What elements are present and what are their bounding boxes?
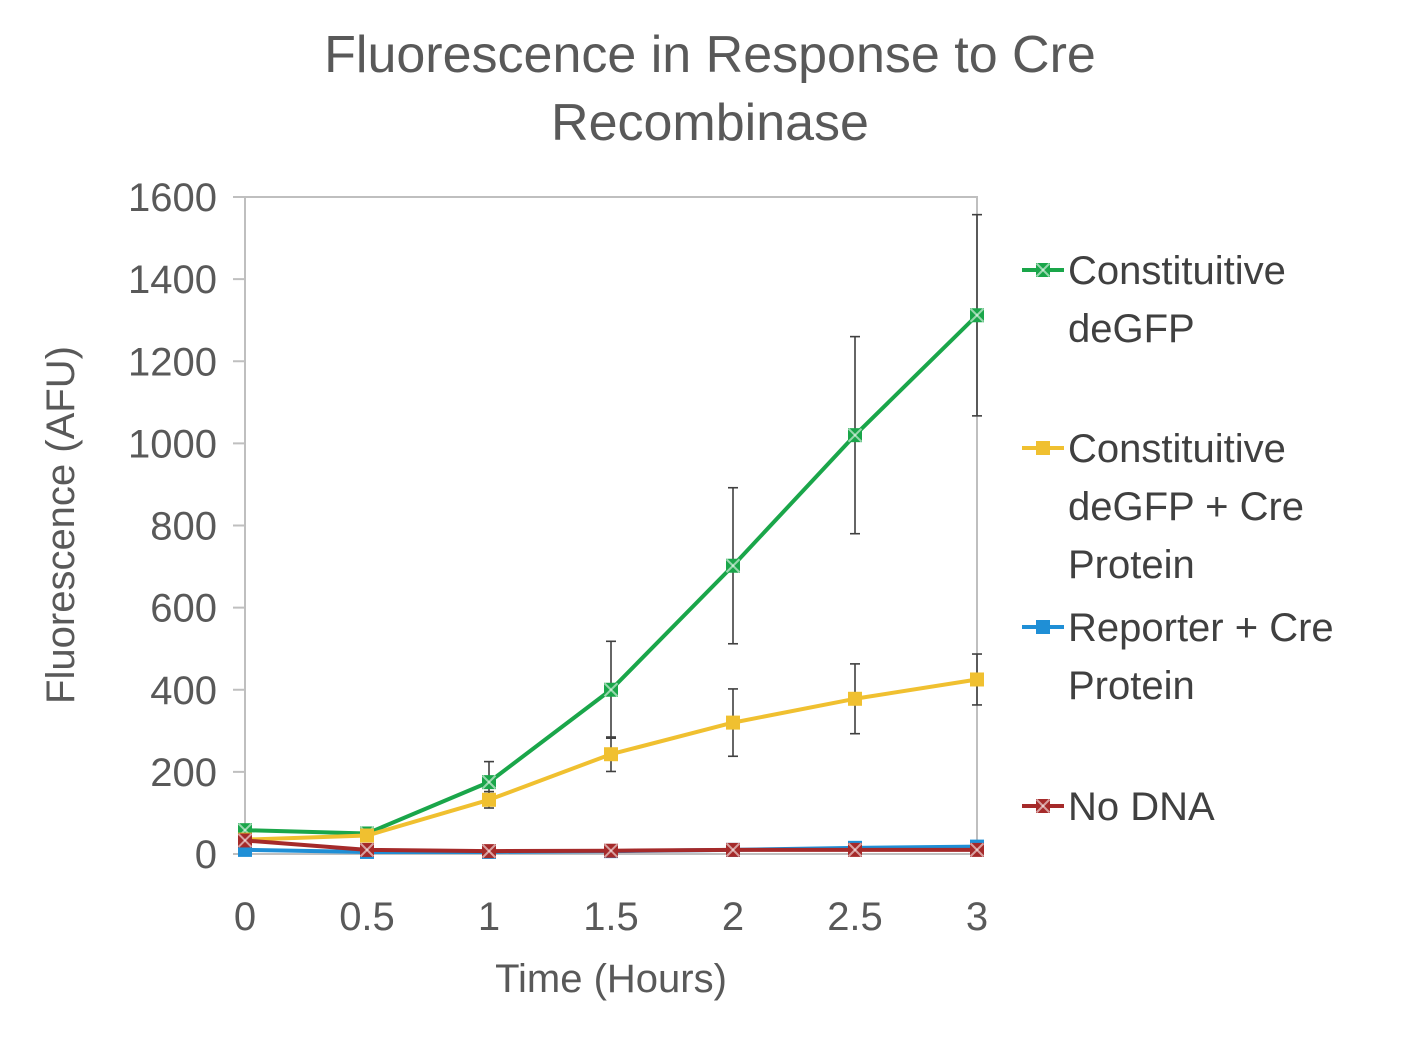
y-tick-label: 1200 [128,340,217,384]
y-tick-label: 0 [195,833,217,877]
data-point-series-3-cross [603,843,619,858]
legend-label-0: Constituitive [1068,249,1286,293]
legend-swatch-marker-1 [1036,441,1050,455]
data-point-series-0-cross [481,774,497,790]
y-tick-label: 1400 [128,258,217,302]
y-tick-label: 1000 [128,422,217,466]
data-point-series-3-cross [969,842,985,858]
legend-label-3: No DNA [1068,785,1215,829]
data-point-series-0-cross [725,558,741,573]
data-point-series-3-cross [847,842,863,858]
data-point-series-0-cross [847,427,863,443]
y-tick-label: 800 [150,505,217,549]
series-markers [237,308,985,859]
x-tick-label: 2 [722,895,744,939]
y-axis-ticks: 0 200 400 600 800 1000 1200 1400 1600 [128,176,245,877]
legend-label-1: Protein [1068,543,1195,587]
data-point-series-1 [360,828,374,843]
legend-label-0: deGFP [1068,307,1195,351]
y-axis-title: Fluorescence (AFU) [39,346,83,704]
legend-swatch-marker-3-cross [1035,798,1051,814]
data-point-series-1 [726,715,740,730]
x-tick-label: 1 [478,895,500,939]
y-tick-label: 400 [150,669,217,713]
legend-swatch-marker-0-cross [1035,262,1051,278]
chart-title-line-2: Recombinase [551,94,869,152]
data-point-series-1 [848,691,862,706]
y-tick-label: 600 [150,587,217,631]
legend-label-1: Constituitive [1068,427,1286,471]
x-tick-label: 0 [234,895,256,939]
legend-label-2: Reporter + Cre [1068,606,1334,650]
data-point-series-1 [482,792,496,807]
legend-label-2: Protein [1068,664,1195,708]
x-axis-title: Time (Hours) [495,957,727,1001]
data-point-series-1 [970,672,984,687]
data-point-series-3-cross [237,833,253,848]
x-tick-label: 0.5 [339,895,395,939]
chart-legend: Constituitive deGFP Constituitive deGFP + C… [1022,249,1334,829]
x-tick-label: 2.5 [827,895,883,939]
legend-swatch-marker-2 [1036,620,1050,634]
legend-label-1: deGFP + Cre [1068,485,1304,529]
data-point-series-3-cross [725,842,741,858]
y-tick-label: 200 [150,751,217,795]
data-point-series-0-cross [969,308,985,323]
x-tick-label: 3 [966,895,988,939]
x-tick-label: 1.5 [583,895,639,939]
data-point-series-3-cross [481,843,497,859]
data-point-series-3-cross [359,842,375,858]
data-point-series-0-cross [603,682,619,697]
y-tick-label: 1600 [128,176,217,220]
chart-title-line-1: Fluorescence in Response to Cre [324,26,1096,84]
x-axis-ticks: 0 0.5 1 1.5 2 2.5 3 [234,895,988,939]
data-point-series-1 [604,747,618,762]
